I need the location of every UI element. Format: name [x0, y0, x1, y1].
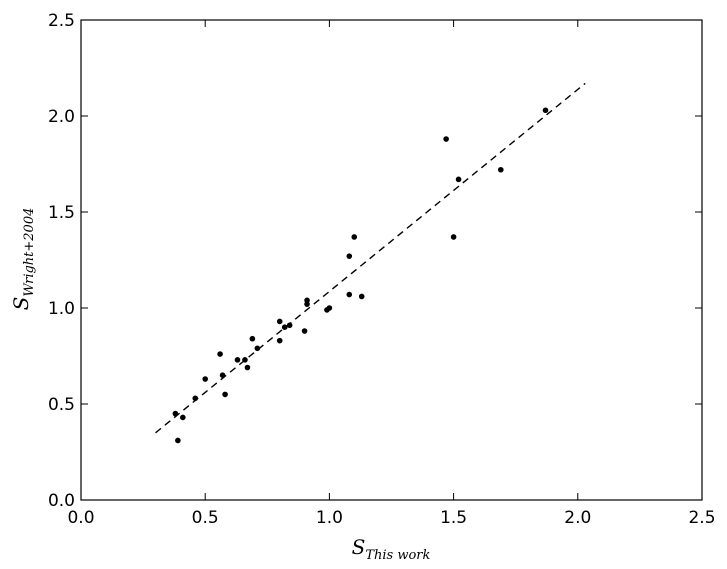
- data-point: [192, 395, 199, 402]
- data-point: [304, 297, 310, 304]
- data-point: [180, 414, 186, 421]
- y-tick-label: 2.5: [48, 11, 75, 31]
- data-point: [219, 372, 226, 379]
- x-axis-ticks: 0.0 0.5 1.0 1.5 2.0 2.5: [67, 20, 716, 528]
- x-tick-label: 0.5: [192, 508, 219, 528]
- data-point: [276, 318, 283, 325]
- y-tick-label: 2.0: [48, 107, 75, 127]
- y-axis-ticks: 0.0 0.5 1.0 1.5 2.0 2.5: [48, 11, 702, 511]
- dashed-fit-line: [155, 82, 586, 434]
- data-point: [455, 176, 462, 183]
- data-point: [542, 107, 549, 114]
- data-point: [234, 357, 241, 363]
- data-point: [175, 437, 181, 444]
- data-point: [172, 410, 179, 417]
- data-point: [222, 391, 228, 398]
- data-point: [346, 291, 353, 298]
- x-axis-label-base: S: [352, 535, 366, 559]
- y-axis-label: SWright+2004: [9, 208, 37, 311]
- x-axis-label-subscript: This work: [365, 548, 430, 563]
- data-point: [497, 166, 504, 173]
- x-tick-label: 2.5: [688, 508, 715, 528]
- data-point: [304, 301, 310, 307]
- y-tick-label: 0.5: [48, 395, 75, 415]
- y-tick-label: 0.0: [48, 491, 75, 511]
- x-tick-label: 0.0: [67, 508, 94, 528]
- data-point: [346, 253, 353, 259]
- data-point: [249, 335, 256, 342]
- data-point: [326, 305, 333, 311]
- data-point: [254, 345, 261, 352]
- data-points: [172, 107, 549, 444]
- y-tick-label: 1.5: [48, 203, 75, 223]
- data-point: [358, 293, 365, 300]
- data-point: [242, 357, 248, 363]
- y-tick-label: 1.0: [48, 299, 75, 319]
- axes-frame: [80, 19, 703, 501]
- data-point: [351, 234, 358, 240]
- x-tick-label: 2.0: [564, 508, 591, 528]
- x-tick-label: 1.5: [440, 508, 467, 528]
- data-point: [217, 351, 223, 357]
- x-tick-label: 1.0: [316, 508, 343, 528]
- x-axis-label: SThis work: [352, 535, 431, 563]
- plot-area: 0.0 0.5 1.0 1.5 2.0 2.5 0.0 0.5 1.0 1.5 2.0 2.5: [48, 11, 716, 528]
- data-point: [281, 324, 288, 331]
- y-axis-label-base: S: [9, 297, 33, 311]
- data-point: [286, 322, 293, 329]
- data-point: [450, 234, 457, 240]
- data-point: [244, 364, 251, 371]
- y-axis-label-subscript: Wright+2004: [22, 208, 37, 297]
- data-point: [202, 376, 208, 382]
- data-point: [276, 337, 283, 344]
- data-point: [443, 136, 449, 142]
- data-point: [301, 328, 308, 334]
